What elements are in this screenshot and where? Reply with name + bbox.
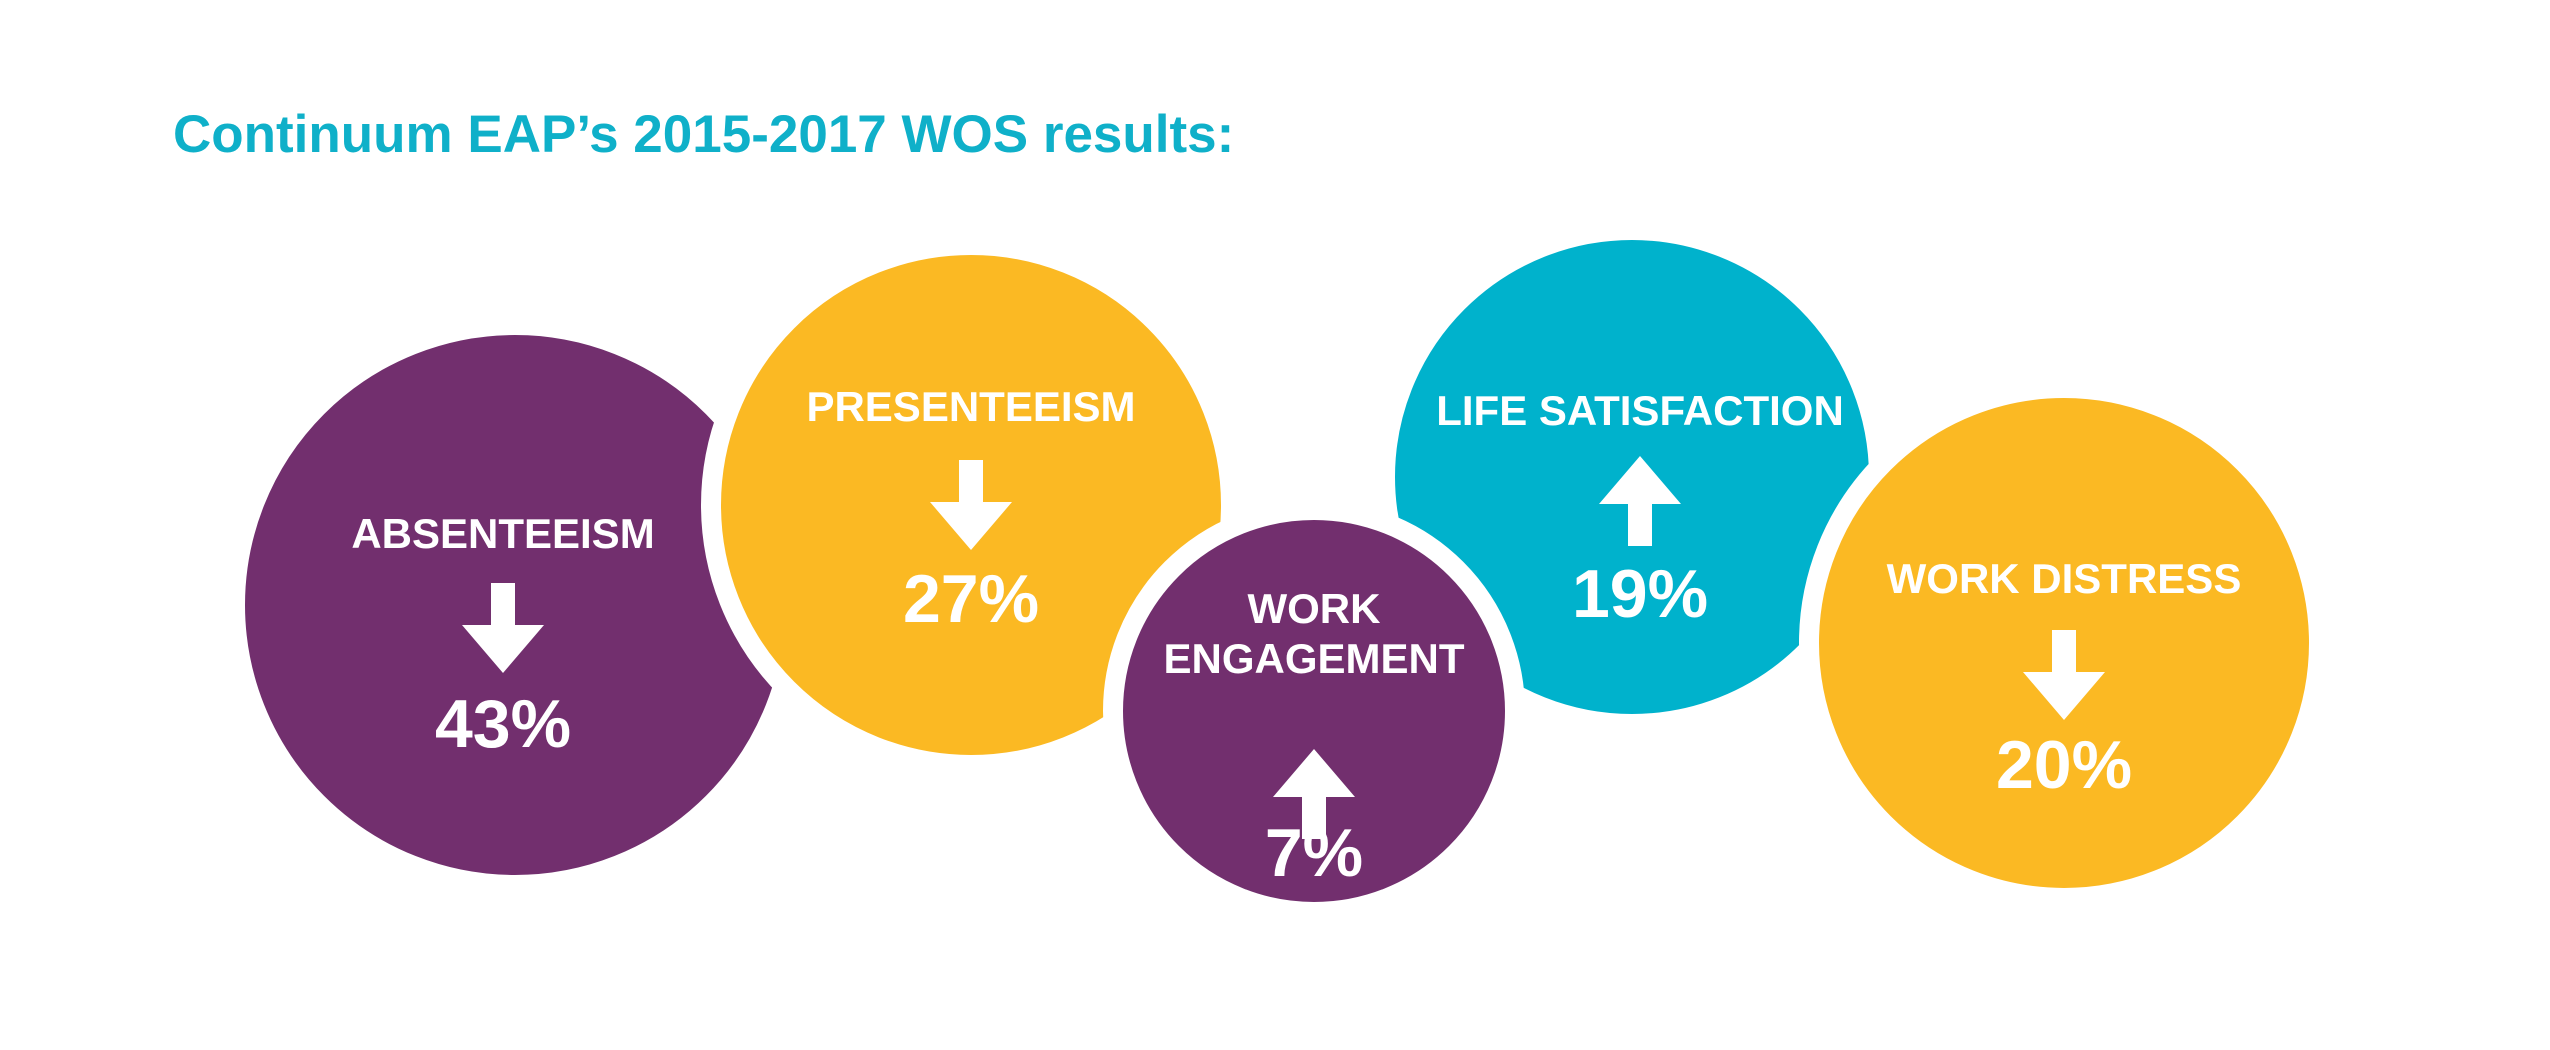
metric-label: PRESENTEEISM [806,383,1135,430]
metric-value: 27% [903,561,1039,637]
metric-label: ENGAGEMENT [1163,635,1464,682]
arrow-up [1599,456,1681,546]
metric: WORK DISTRESS 20% [1799,378,2329,908]
arrow-up [1273,749,1355,839]
title: Continuum EAP’s 2015-2017 WOS results: [173,105,1234,164]
arrow-down [462,583,544,673]
metric-value: 20% [1996,727,2132,803]
metric-value: 7% [1265,815,1363,891]
metric-value: 19% [1572,556,1708,632]
arrow-down [2023,630,2105,720]
circles: ABSENTEEISM 43% PRESENTEEISM 27% LIFE SATISF… [225,220,2329,922]
arrow-down [930,460,1012,550]
metric-label: WORK [1248,585,1381,632]
metric: ABSENTEEISM 43% [225,315,805,895]
metric-circle [1103,500,1525,922]
metric-value: 43% [435,686,571,762]
metric: PRESENTEEISM 27% [701,235,1241,775]
metric-label: ABSENTEEISM [351,510,654,557]
metric-label: WORK DISTRESS [1887,555,2242,602]
metric-label: LIFE SATISFACTION [1436,387,1844,434]
